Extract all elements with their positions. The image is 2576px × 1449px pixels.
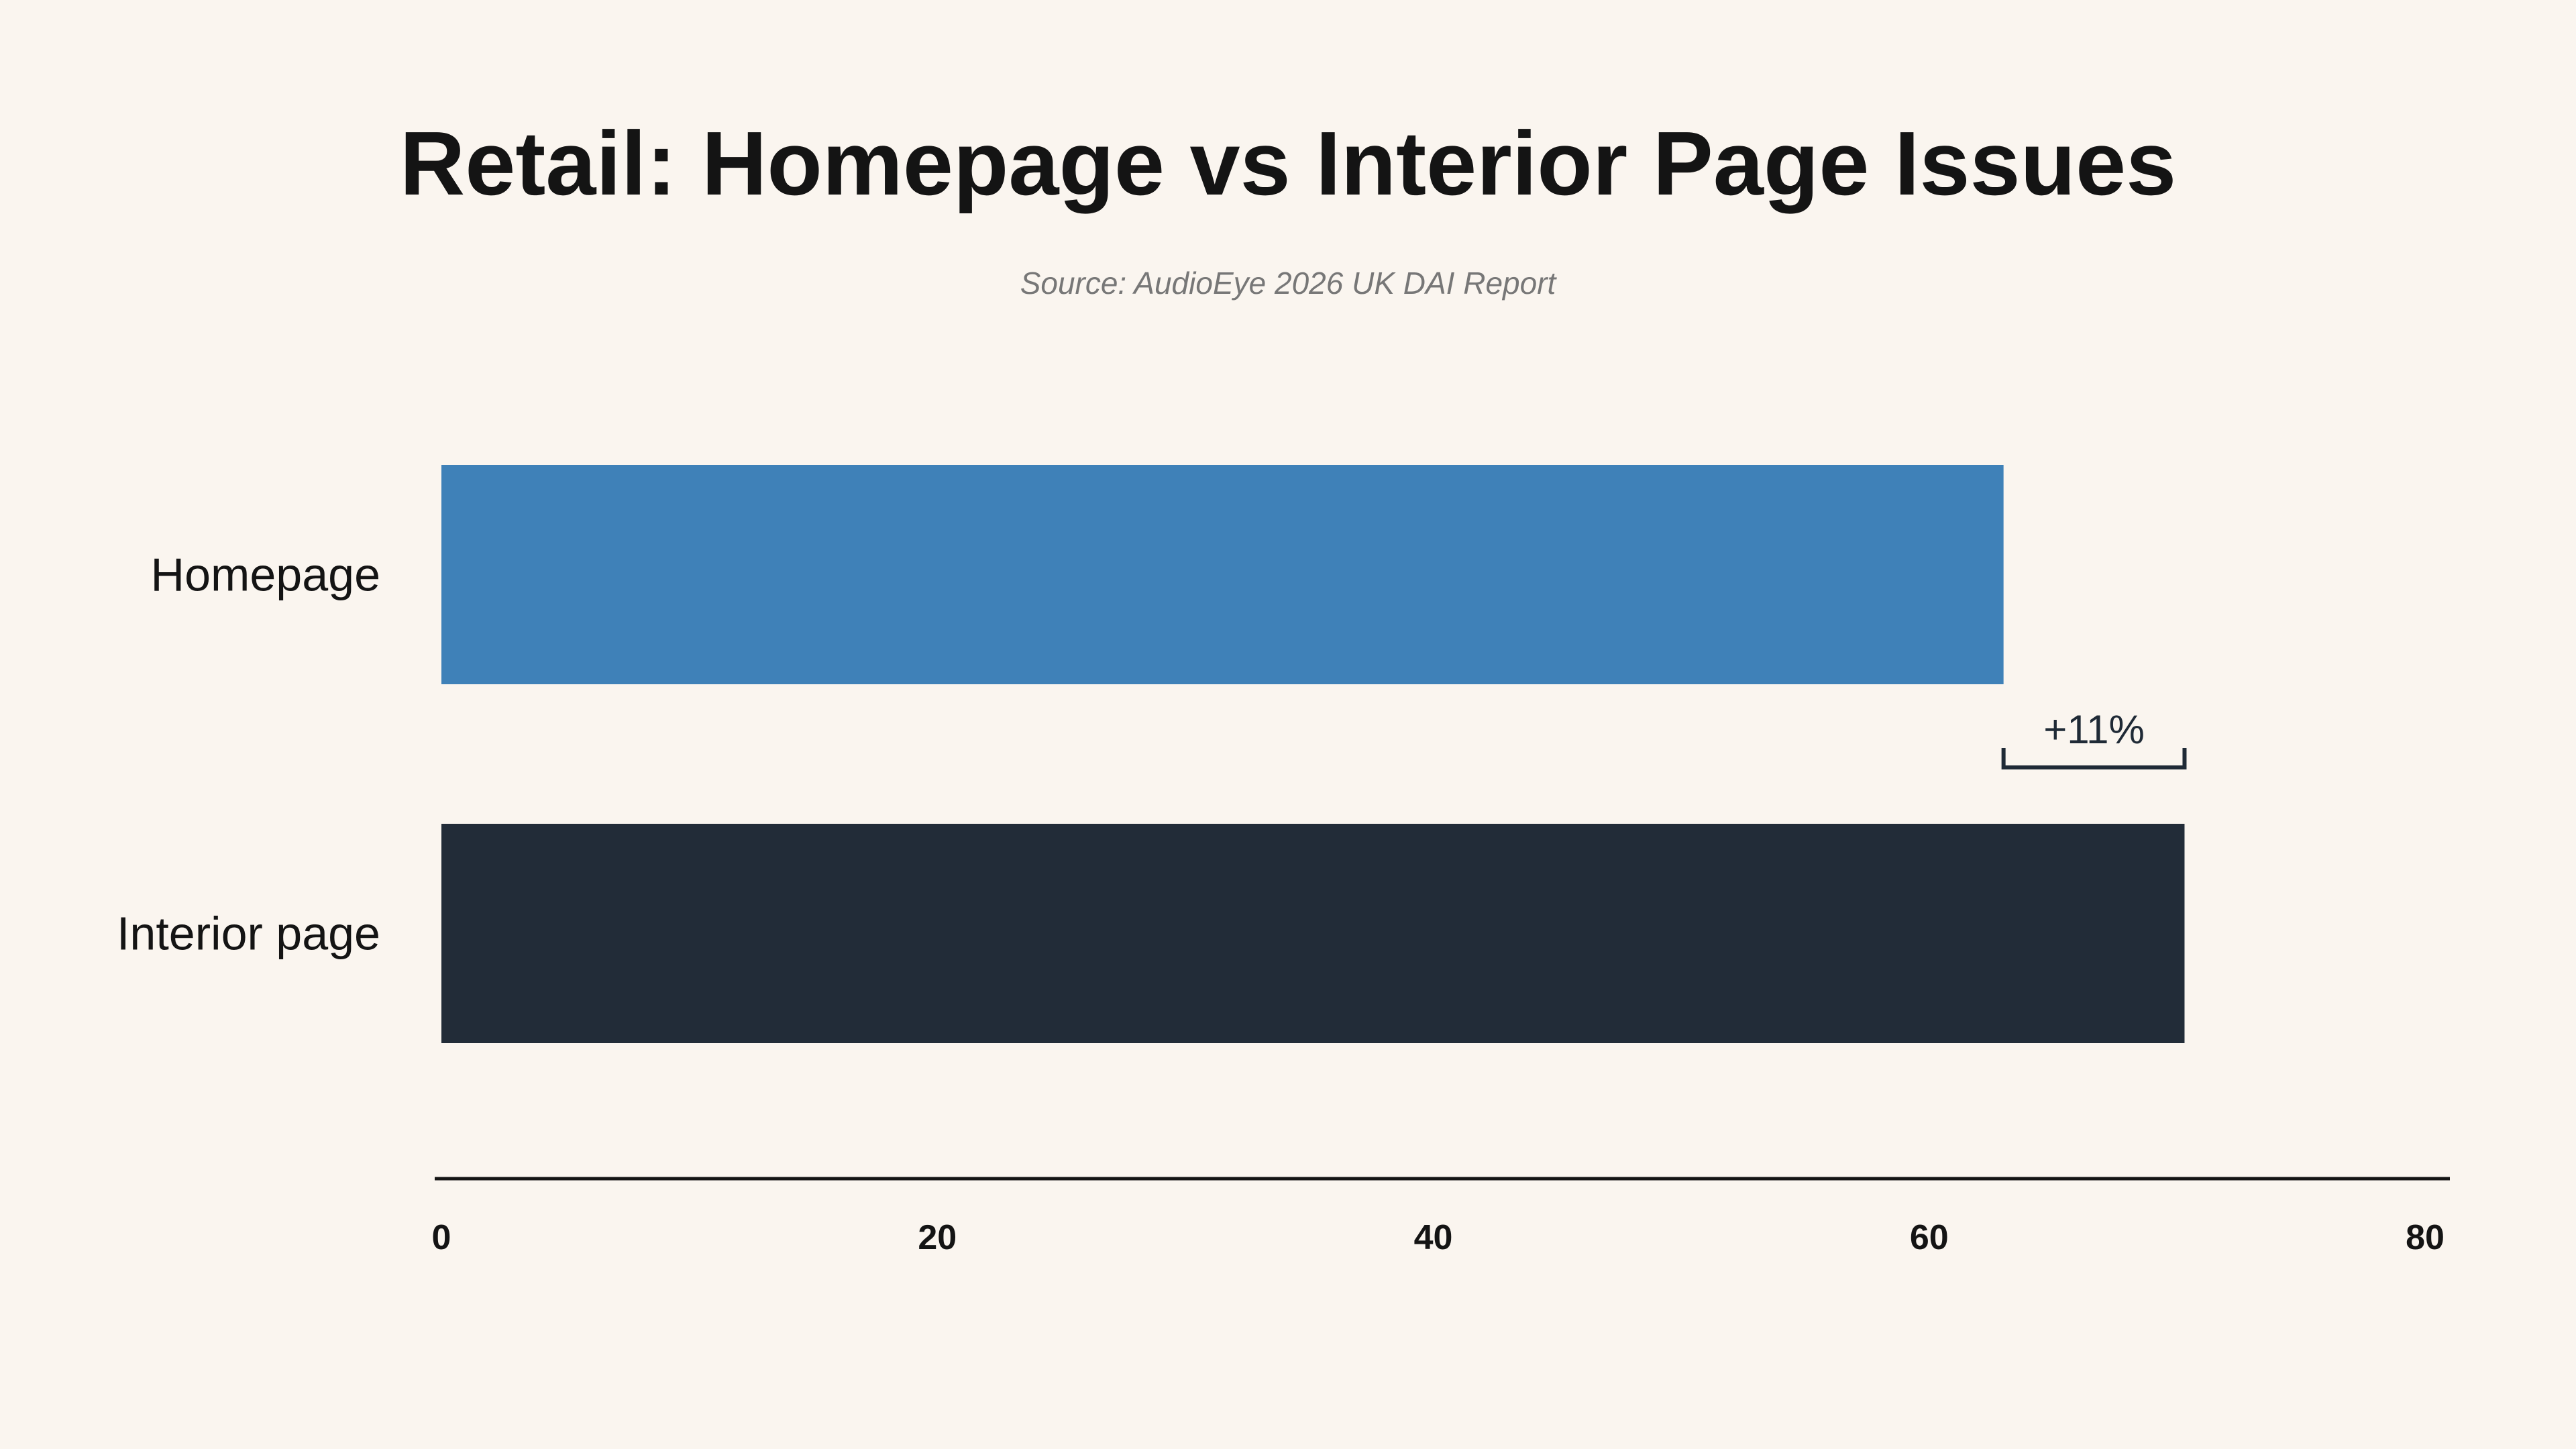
bar-interior-page (441, 824, 2185, 1043)
bar-homepage (441, 465, 2004, 684)
x-tick-label: 80 (2406, 1218, 2445, 1257)
difference-label: +11% (2043, 707, 2145, 752)
bars-group: Homepage Interior page (117, 465, 2185, 1043)
x-tick-label: 0 (432, 1218, 451, 1257)
x-tick-label: 60 (1910, 1218, 1949, 1257)
x-axis-ticks: 0 20 40 60 80 (432, 1218, 2445, 1257)
difference-bracket (2001, 748, 2187, 769)
x-tick-label: 40 (1414, 1218, 1453, 1257)
category-label-interior-page: Interior page (117, 908, 380, 960)
category-label-homepage: Homepage (151, 549, 380, 601)
difference-annotation: +11% (2001, 707, 2187, 769)
x-tick-label: 20 (918, 1218, 957, 1257)
chart-title: Retail: Homepage vs Interior Page Issues (400, 113, 2176, 214)
chart-subtitle: Source: AudioEye 2026 UK DAI Report (1020, 266, 1558, 301)
